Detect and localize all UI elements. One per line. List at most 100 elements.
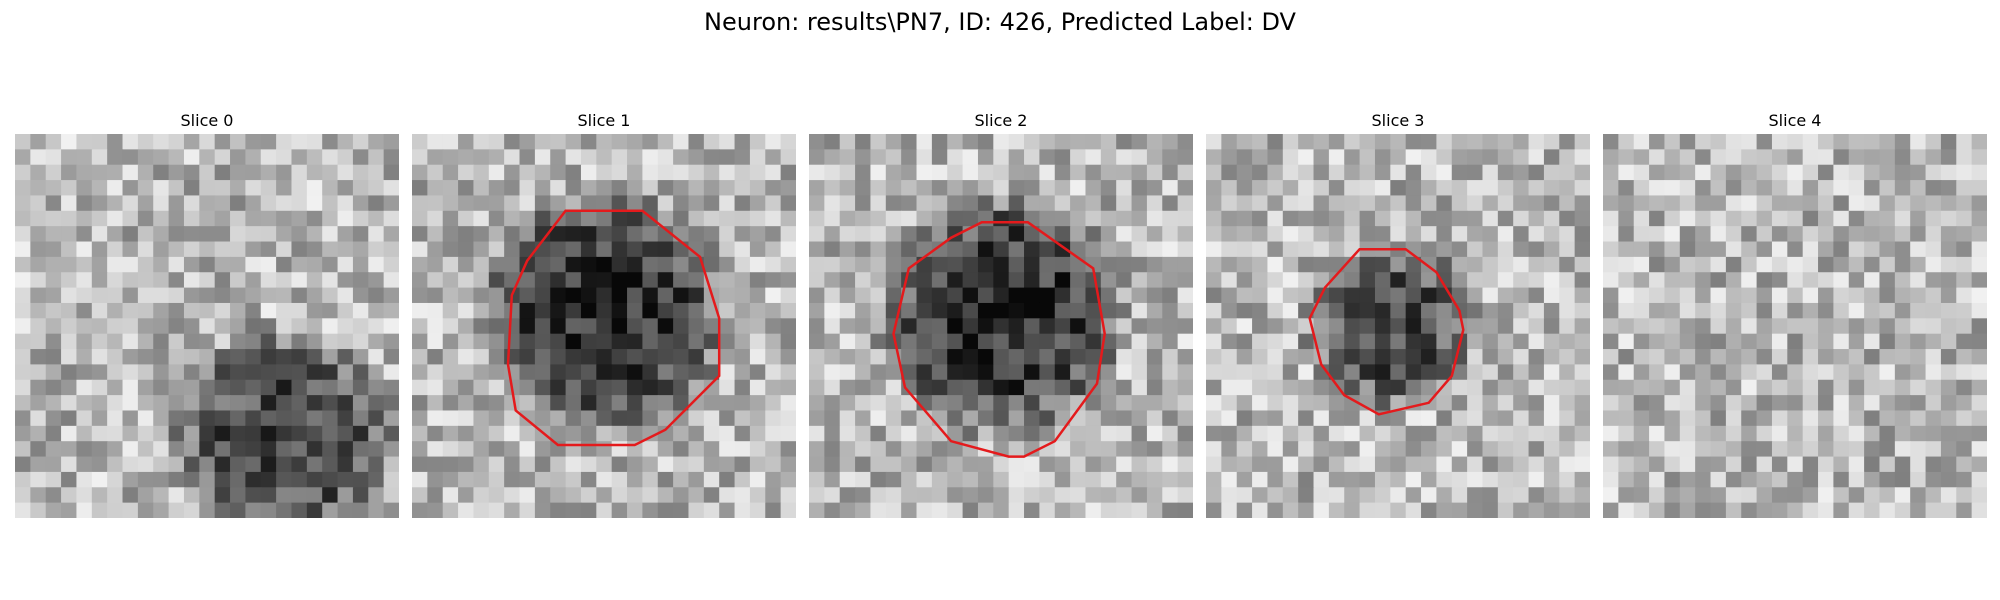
pixel-cell [1405, 364, 1422, 381]
pixel-cell [368, 302, 385, 319]
pixel-cell [1925, 256, 1942, 273]
pixel-cell [107, 149, 124, 166]
pixel-cell [383, 456, 399, 473]
pixel-cell [1528, 410, 1545, 427]
pixel-cell [993, 149, 1010, 166]
pixel-cell [306, 410, 323, 427]
pixel-cell [1633, 210, 1650, 227]
pixel-cell [657, 441, 674, 458]
pixel-cell [322, 471, 339, 488]
pixel-cell [993, 195, 1010, 212]
pixel-cell [1956, 287, 1973, 304]
pixel-cell [153, 395, 170, 412]
pixel-cell [901, 425, 918, 442]
pixel-cell [504, 210, 521, 227]
pixel-cell [1298, 395, 1315, 412]
pixel-cell [122, 180, 139, 197]
pixel-cell [580, 318, 597, 335]
pixel-cell [91, 441, 108, 458]
pixel-cell [1146, 364, 1163, 381]
pixel-cell [1054, 134, 1071, 150]
pixel-cell [1771, 134, 1788, 150]
pixel-cell [473, 318, 490, 335]
pixel-cell [1971, 287, 1987, 304]
pixel-cell [749, 456, 766, 473]
pixel-cell [962, 210, 979, 227]
pixel-cell [1633, 425, 1650, 442]
pixel-cell [1710, 272, 1727, 289]
pixel-cell [30, 333, 47, 350]
pixel-cell [962, 180, 979, 197]
pixel-cell [855, 134, 872, 150]
pixel-cell [931, 456, 948, 473]
pixel-cell [1162, 441, 1179, 458]
pixel-cell [642, 471, 659, 488]
pixel-cell [1940, 425, 1957, 442]
pixel-cell [962, 410, 979, 427]
pixel-cell [1559, 256, 1576, 273]
pixel-cell [1833, 502, 1850, 518]
pixel-cell [199, 410, 216, 427]
pixel-cell [383, 195, 399, 212]
pixel-cell [1894, 441, 1911, 458]
pixel-cell [473, 441, 490, 458]
pixel-cell [719, 410, 736, 427]
pixel-cell [412, 441, 428, 458]
pixel-cell [855, 149, 872, 166]
pixel-cell [1024, 487, 1040, 504]
pixel-cell [1633, 487, 1650, 504]
pixel-cell [1559, 164, 1576, 181]
pixel-cell [45, 410, 62, 427]
pixel-cell [947, 502, 964, 518]
pixel-cell [885, 364, 902, 381]
pixel-cell [1359, 164, 1376, 181]
pixel-cell [122, 410, 139, 427]
pixel-cell [1574, 333, 1590, 350]
pixel-cell [596, 441, 613, 458]
pixel-cell [504, 410, 521, 427]
pixel-cell [1008, 149, 1025, 166]
pixel-cell [993, 272, 1010, 289]
pixel-cell [1664, 410, 1681, 427]
pixel-cell [1528, 287, 1545, 304]
pixel-cell [611, 379, 628, 396]
pixel-cell [230, 318, 246, 335]
pixel-cell [1679, 318, 1696, 335]
pixel-cell [30, 287, 47, 304]
pixel-cell [1710, 302, 1727, 319]
pixel-cell [1910, 502, 1927, 518]
pixel-cell [122, 379, 139, 396]
pixel-cell [719, 210, 736, 227]
pixel-cell [1252, 302, 1269, 319]
pixel-cell [947, 256, 964, 273]
pixel-cell [1894, 410, 1911, 427]
pixel-cell [719, 287, 736, 304]
pixel-cell [809, 410, 825, 427]
pixel-cell [839, 149, 856, 166]
pixel-cell [1054, 149, 1071, 166]
pixel-cell [870, 302, 887, 319]
pixel-cell [1206, 287, 1222, 304]
pixel-cell [657, 164, 674, 181]
pixel-cell [1039, 287, 1056, 304]
pixel-cell [1085, 134, 1102, 150]
pixel-cell [1344, 287, 1361, 304]
pixel-cell [1910, 241, 1927, 258]
pixel-cell [673, 195, 690, 212]
pixel-cell [1679, 302, 1696, 319]
pixel-cell [122, 164, 139, 181]
pixel-cell [596, 502, 613, 518]
pixel-cell [1633, 441, 1650, 458]
pixel-cell [1162, 272, 1179, 289]
pixel-cell [1085, 272, 1102, 289]
pixel-cell [947, 210, 964, 227]
pixel-cell [1100, 149, 1117, 166]
pixel-cell [91, 195, 108, 212]
pixel-cell [1024, 441, 1040, 458]
pixel-cell [306, 333, 323, 350]
pixel-cell [1543, 195, 1560, 212]
pixel-cell [15, 210, 31, 227]
roi-contour [892, 221, 1106, 458]
pixel-cell [1833, 487, 1850, 504]
pixel-cell [1328, 164, 1345, 181]
